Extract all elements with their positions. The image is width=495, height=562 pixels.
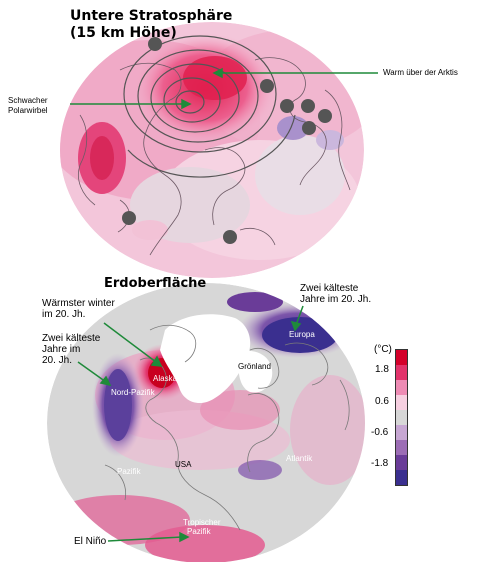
legend-swatch bbox=[396, 365, 407, 380]
legend-unit: (°C) bbox=[374, 344, 392, 355]
region-europa-label: Europa bbox=[289, 330, 315, 339]
warmest-winter-label-line2: im 20. Jh. bbox=[42, 309, 86, 320]
coldest-left-label-line2: Jahre im bbox=[42, 344, 81, 355]
polar-vortex-label-line1: Schwacher bbox=[8, 96, 48, 105]
arctic-warm-label: Warm über der Arktis bbox=[383, 68, 458, 77]
legend-swatch bbox=[396, 440, 407, 455]
region-groenland-label: Grönland bbox=[238, 362, 271, 371]
el-nino-label: El Niño bbox=[74, 536, 107, 547]
stratosphere-globe bbox=[60, 22, 364, 278]
bottom-pointers bbox=[77, 305, 304, 543]
legend-swatch bbox=[396, 380, 407, 395]
stratosphere-title-line2: (15 km Höhe) bbox=[70, 25, 177, 41]
legend-swatch bbox=[396, 470, 407, 485]
top-pointers bbox=[70, 67, 378, 110]
coldest-right-label-line2: Jahre im 20. Jh. bbox=[300, 294, 372, 305]
legend-swatch bbox=[396, 455, 407, 470]
legend-tick-1: 1.8 bbox=[375, 364, 389, 375]
legend-swatch bbox=[396, 425, 407, 440]
legend-swatch bbox=[396, 410, 407, 425]
region-atlantik-label: Atlantik bbox=[286, 454, 313, 463]
legend-swatch bbox=[396, 395, 407, 410]
region-pazifik-label: Pazifik bbox=[117, 467, 141, 476]
region-alaska-label: Alaska bbox=[153, 374, 178, 383]
legend-tick-3: -0.6 bbox=[371, 427, 389, 438]
coldest-left-label-line3: 20. Jh. bbox=[42, 355, 73, 366]
legend-tick-2: 0.6 bbox=[375, 396, 389, 407]
color-legend-bar bbox=[395, 349, 408, 486]
coldest-left-label-line1: Zwei kälteste bbox=[42, 333, 101, 344]
polar-vortex-label-line2: Polarwirbel bbox=[8, 106, 48, 115]
stratosphere-title-line1: Untere Stratosphäre bbox=[70, 8, 233, 24]
warmest-winter-label-line1: Wärmster winter bbox=[42, 298, 115, 309]
legend-tick-4: -1.8 bbox=[371, 458, 389, 469]
surface-title: Erdoberfläche bbox=[104, 276, 207, 291]
legend-swatch bbox=[396, 350, 407, 365]
region-tropischer-pazifik-line1: Tropischer bbox=[183, 518, 221, 527]
region-tropischer-pazifik-line2: Pazifik bbox=[187, 527, 211, 536]
coldest-right-label-line1: Zwei kälteste bbox=[300, 283, 359, 294]
surface-globe bbox=[47, 283, 365, 562]
region-nord-pazifik-label: Nord-Pazifik bbox=[111, 388, 155, 397]
region-usa-label: USA bbox=[175, 460, 192, 469]
